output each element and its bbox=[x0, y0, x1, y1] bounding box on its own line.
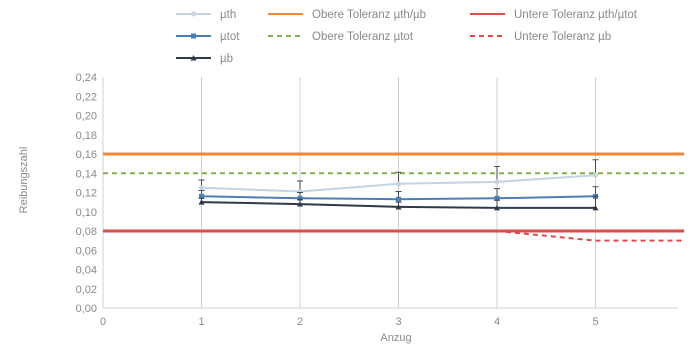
x-axis-ticks: 0 1 2 3 4 5 bbox=[100, 316, 599, 328]
tolerance-line-4 bbox=[496, 230, 685, 242]
y-tick-label: 0,12 bbox=[76, 188, 97, 200]
y-axis-ticks: 0,00 0,02 0,04 0,06 0,08 0,10 0,12 0,14 0,16 0,18… bbox=[76, 72, 97, 315]
x-axis-label: Anzug bbox=[380, 332, 411, 344]
legend-item-4: Obere Toleranz µth/µb bbox=[268, 9, 426, 21]
y-tick-label: 0,10 bbox=[76, 207, 97, 219]
y-tick-label: 0,00 bbox=[76, 303, 97, 315]
legend-item-7: Untere Toleranz µb bbox=[470, 31, 611, 43]
y-tick-label: 0,24 bbox=[76, 72, 97, 84]
legend-item-6: Untere Toleranz µth/µtot bbox=[470, 9, 638, 21]
series-layer bbox=[198, 159, 599, 211]
data-point bbox=[191, 33, 196, 39]
data-point bbox=[395, 203, 402, 210]
x-tick-label: 1 bbox=[198, 316, 204, 328]
data-point bbox=[199, 193, 204, 199]
data-point bbox=[198, 199, 205, 205]
data-point bbox=[396, 181, 401, 187]
y-axis-label: Reibungszahl bbox=[18, 147, 30, 214]
data-point bbox=[297, 201, 303, 207]
x-tick-label: 5 bbox=[592, 316, 598, 328]
y-tick-label: 0,14 bbox=[76, 168, 97, 180]
legend-label: µb bbox=[220, 53, 233, 65]
legend: µth µtot µb Obere Toleranz µth/µb Obere Tole… bbox=[176, 9, 638, 65]
data-point bbox=[297, 195, 303, 201]
y-tick-label: 0,02 bbox=[76, 284, 97, 296]
data-point bbox=[396, 196, 401, 202]
legend-item-1: µth bbox=[176, 9, 236, 21]
y-tick-label: 0,04 bbox=[76, 265, 97, 277]
legend-label: Obere Toleranz µtot bbox=[312, 31, 414, 43]
data-point bbox=[593, 172, 598, 178]
data-point bbox=[494, 179, 500, 185]
y-tick-label: 0,22 bbox=[76, 91, 97, 103]
x-tick-label: 0 bbox=[100, 316, 106, 328]
data-point bbox=[592, 204, 599, 211]
tolerance-lines bbox=[103, 152, 685, 242]
series-3 bbox=[198, 195, 599, 211]
x-tick-label: 4 bbox=[494, 316, 500, 328]
legend-item-5: Obere Toleranz µtot bbox=[268, 31, 414, 43]
data-point bbox=[199, 185, 204, 191]
legend-label: Untere Toleranz µb bbox=[514, 31, 611, 43]
data-point bbox=[494, 204, 500, 211]
data-point bbox=[191, 11, 196, 17]
gridlines bbox=[102, 77, 678, 309]
x-tick-label: 3 bbox=[395, 316, 401, 328]
data-point bbox=[494, 195, 500, 201]
legend-label: µth bbox=[220, 9, 236, 21]
legend-label: Untere Toleranz µth/µtot bbox=[514, 9, 638, 21]
y-tick-label: 0,18 bbox=[76, 130, 97, 142]
y-tick-label: 0,08 bbox=[76, 226, 97, 238]
y-tick-label: 0,20 bbox=[76, 111, 97, 123]
legend-item-2: µtot bbox=[176, 31, 240, 43]
legend-label: µtot bbox=[220, 31, 240, 43]
legend-label: Obere Toleranz µth/µb bbox=[312, 9, 426, 21]
legend-item-3: µb bbox=[176, 53, 233, 65]
y-tick-label: 0,06 bbox=[76, 245, 97, 257]
data-point bbox=[190, 55, 197, 61]
y-tick-label: 0,16 bbox=[76, 149, 97, 161]
x-tick-label: 2 bbox=[297, 316, 303, 328]
